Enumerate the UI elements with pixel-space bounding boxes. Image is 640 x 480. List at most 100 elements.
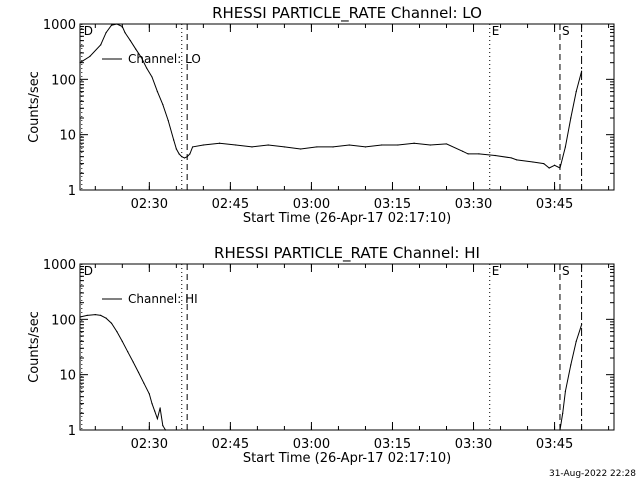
data-point [251, 146, 253, 148]
data-point [189, 153, 191, 155]
data-point [175, 148, 177, 150]
y-tick-label: 10 [59, 369, 76, 384]
data-point [167, 119, 169, 122]
data-point [429, 144, 431, 146]
data-point [162, 425, 164, 427]
data-point [156, 91, 159, 93]
data-point [110, 24, 113, 26]
series-line-1 [79, 23, 583, 169]
data-point [116, 331, 118, 333]
data-point [137, 371, 140, 373]
data-point [564, 390, 566, 392]
data-point [570, 117, 572, 119]
data-point [94, 313, 96, 316]
x-tick-label: 03:15 [374, 197, 411, 212]
y-tick-label: 1 [68, 184, 76, 199]
y-axis-label: Counts/sec [27, 71, 42, 143]
data-point [413, 142, 415, 144]
chart-title: RHESSI PARTICLE_RATE Channel: LO [212, 4, 482, 23]
footer-timestamp: 31-Aug-2022 22:28 [549, 469, 636, 479]
data-point [397, 144, 399, 146]
data-point [300, 148, 302, 150]
x-tick-label: 03:30 [455, 197, 492, 212]
data-point [164, 429, 167, 431]
data-point [580, 70, 583, 72]
data-point [562, 412, 564, 414]
y-tick-label: 100 [51, 313, 76, 328]
data-point [202, 144, 204, 146]
data-point [124, 31, 126, 34]
data-point [140, 56, 142, 58]
data-point [105, 31, 107, 34]
x-tick-label: 03:30 [455, 437, 492, 452]
data-point [100, 44, 102, 46]
data-point [121, 340, 123, 342]
data-point [580, 324, 583, 326]
data-point [100, 314, 102, 316]
y-tick-label: 100 [51, 73, 76, 88]
data-point [105, 317, 107, 319]
y-tick-label: 1 [68, 424, 76, 439]
data-point [283, 146, 286, 148]
x-axis-label: Start Time (26-Apr-17 02:17:10) [243, 211, 451, 226]
series-line-2 [559, 324, 583, 431]
event-marker-label: S [562, 24, 570, 38]
data-point [146, 67, 148, 69]
data-point [129, 40, 132, 42]
x-tick-label: 03:00 [293, 197, 330, 212]
data-point [532, 161, 534, 163]
chart-title: RHESSI PARTICLE_RATE Channel: HI [214, 244, 480, 263]
data-point [445, 143, 448, 145]
event-marker-label: E [492, 264, 500, 278]
x-tick-label: 02:30 [131, 437, 168, 452]
y-tick-label: 1000 [43, 258, 76, 273]
data-point [154, 410, 156, 412]
data-point [543, 162, 545, 165]
data-point [478, 153, 480, 155]
data-point [156, 418, 159, 420]
data-point [79, 62, 81, 64]
data-point [121, 25, 123, 28]
data-point [151, 76, 153, 78]
x-tick-label: 02:30 [131, 197, 168, 212]
data-point [510, 157, 512, 159]
data-point [218, 142, 221, 144]
data-point [178, 153, 180, 155]
data-point [235, 144, 237, 146]
data-point [381, 144, 383, 146]
data-point [516, 159, 518, 161]
data-point [559, 167, 561, 169]
data-point [116, 23, 118, 25]
data-point [553, 164, 556, 166]
data-point [364, 146, 367, 148]
data-point [575, 91, 577, 93]
chart-panel-2: RHESSI PARTICLE_RATE Channel: HI 1 10 100 10… [27, 244, 615, 466]
data-point [316, 146, 318, 148]
plot-frame [79, 23, 615, 191]
legend-label: Channel: HI [128, 292, 198, 306]
data-point [148, 393, 150, 395]
data-point [159, 407, 161, 409]
data-point [191, 146, 194, 148]
data-point [494, 154, 496, 157]
legend-label: Channel: LO [128, 52, 201, 66]
event-marker-label: S [562, 264, 570, 278]
x-tick-label: 03:45 [536, 197, 573, 212]
plot-frame [79, 263, 615, 431]
data-point [332, 146, 334, 148]
data-point [559, 429, 561, 431]
data-point [564, 146, 566, 148]
event-marker-label: D [84, 24, 93, 38]
data-point [575, 340, 577, 342]
data-point [132, 361, 134, 363]
x-tick-label: 03:15 [374, 437, 411, 452]
data-point [110, 322, 113, 324]
data-point [462, 150, 464, 152]
series-line-1 [79, 314, 166, 431]
chart-panel-1: RHESSI PARTICLE_RATE Channel: LO 1 10 100 10… [27, 4, 615, 226]
event-marker-label: E [492, 24, 500, 38]
event-marker-label: D [84, 264, 93, 278]
data-point [143, 382, 145, 384]
data-point [570, 364, 572, 366]
